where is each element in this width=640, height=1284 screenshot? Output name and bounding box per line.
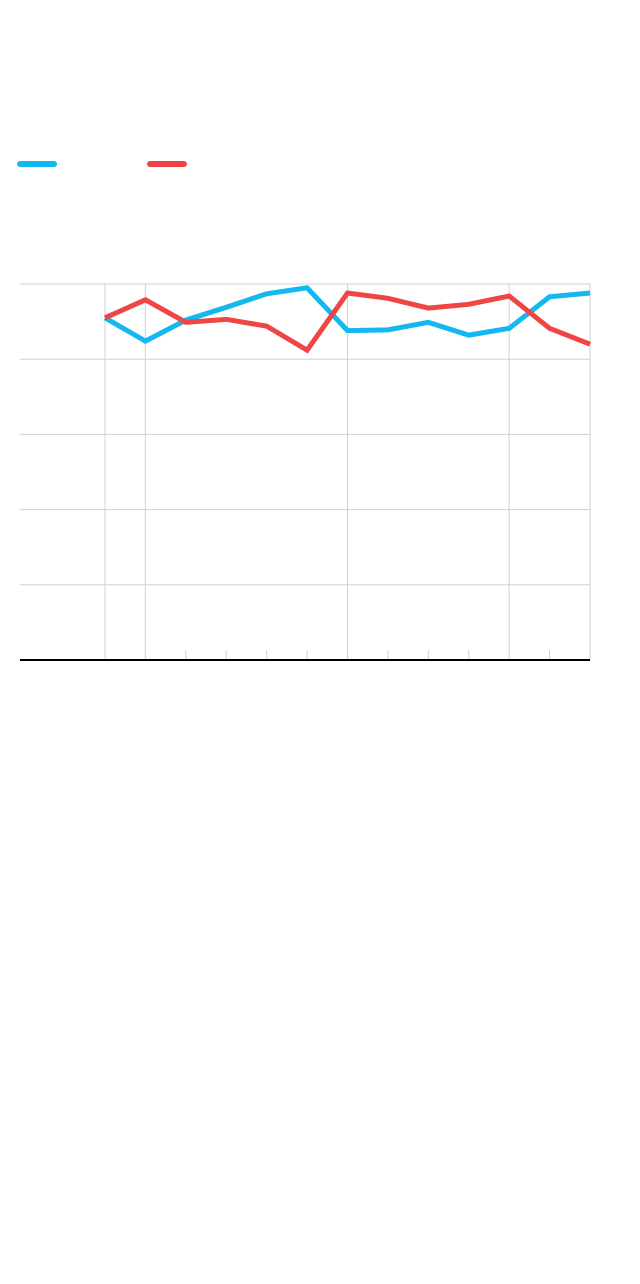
series-line [103, 290, 591, 354]
